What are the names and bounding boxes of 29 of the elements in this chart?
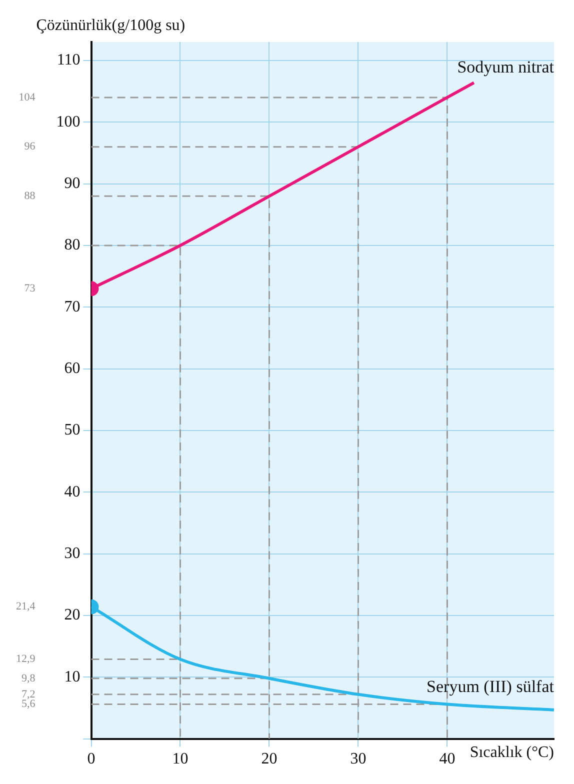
- y-tick-label: 70: [64, 298, 80, 316]
- series-label: Sodyum nitrat: [457, 58, 554, 77]
- y-tick-label: 110: [56, 52, 80, 69]
- y-tick-label: 10: [64, 668, 80, 686]
- y2-tick-label: 96: [24, 140, 36, 153]
- y2-tick-label: 21,4: [16, 600, 36, 613]
- y2-tick-label: 5,6: [22, 698, 36, 710]
- y-tick-label: 80: [64, 236, 80, 254]
- y-tick-label: 20: [64, 606, 80, 624]
- y-tick-label: 60: [64, 360, 80, 378]
- x-tick-label: 0: [87, 750, 96, 768]
- y2-tick-label: 88: [24, 190, 36, 202]
- x-tick-label: 10: [172, 750, 188, 768]
- y2-tick-label: 7,2: [22, 688, 36, 700]
- y-tick-label: 40: [64, 483, 80, 500]
- y-axis-title: Çözünürlük(g/100g su): [36, 17, 186, 34]
- y2-tick-label: 73: [24, 282, 36, 295]
- y-tick-label: 90: [64, 175, 80, 192]
- y-tick-label: 30: [64, 545, 80, 562]
- y2-tick-label: 104: [18, 91, 36, 104]
- x-axis-title: Sıcaklık (°C): [470, 744, 554, 762]
- y2-tick-label: 12,9: [16, 653, 36, 666]
- y-tick-label: 100: [56, 113, 80, 130]
- x-tick-label: 20: [261, 750, 278, 768]
- series-label: Seryum (III) sülfat: [426, 676, 554, 696]
- x-tick-label: 30: [350, 750, 366, 768]
- y2-tick-label: 9,8: [22, 672, 36, 684]
- y-tick-label: 50: [64, 422, 80, 439]
- x-tick-label: 40: [439, 750, 456, 768]
